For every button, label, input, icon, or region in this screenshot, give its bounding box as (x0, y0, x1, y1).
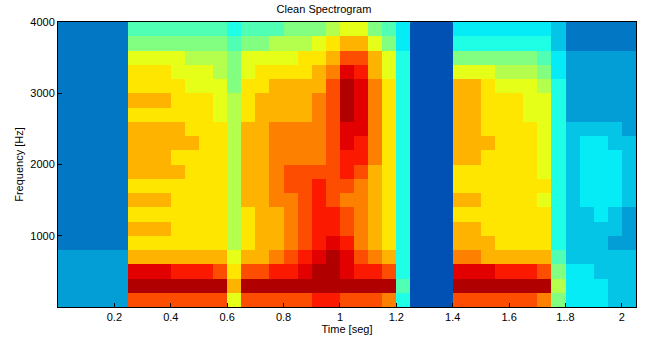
svg-text:1..8: 1..8 (556, 311, 574, 323)
svg-text:1000: 1000 (30, 230, 54, 242)
svg-text:0.8: 0.8 (276, 311, 291, 323)
svg-text:1.6: 1.6 (501, 311, 516, 323)
svg-text:Time [seg]: Time [seg] (322, 323, 373, 335)
svg-text:2: 2 (619, 311, 625, 323)
svg-text:0.6: 0.6 (220, 311, 235, 323)
svg-text:1.4: 1.4 (445, 311, 460, 323)
svg-text:4000: 4000 (30, 16, 54, 28)
svg-text:2000: 2000 (30, 158, 54, 170)
svg-text:Frequency [Hz]: Frequency [Hz] (13, 127, 25, 202)
svg-text:3000: 3000 (30, 87, 54, 99)
svg-text:0.4: 0.4 (163, 311, 178, 323)
svg-text:Clean Spectrogram: Clean Spectrogram (277, 3, 372, 15)
svg-text:0.2: 0.2 (107, 311, 122, 323)
svg-text:1.2: 1.2 (389, 311, 404, 323)
svg-text:1: 1 (337, 311, 343, 323)
